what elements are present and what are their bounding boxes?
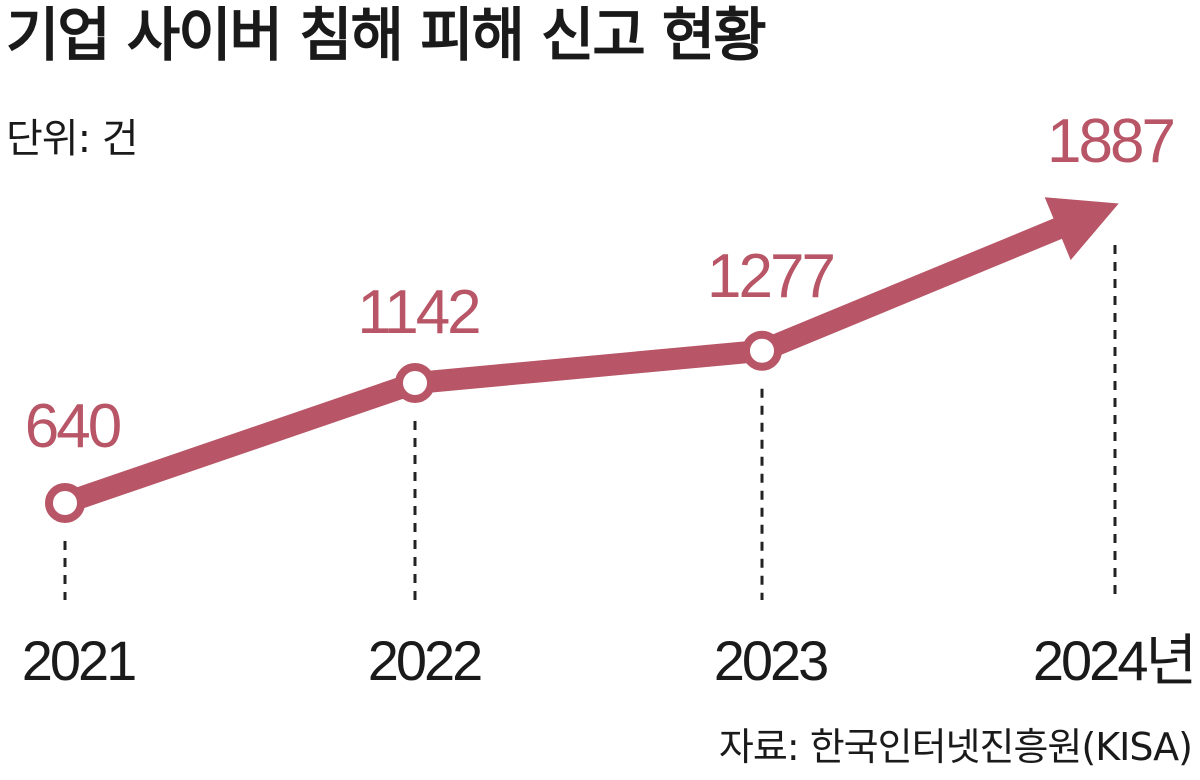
data-point-marker [395,363,435,404]
data-point-marker [45,483,85,523]
series-arrowhead [1044,197,1119,261]
data-label: 1142 [357,278,479,347]
source-note: 자료: 한국인터넷진흥원(KISA) [718,725,1193,769]
data-label: 640 [25,392,121,461]
x-tick-label: 2022 [368,629,481,692]
series-line [61,214,1072,514]
data-label: 1887 [1047,107,1173,176]
x-tick-label: 2023 [714,629,827,692]
data-label: 1277 [707,242,833,311]
x-tick-label: 2021 [22,629,135,692]
x-tick-label: 2024년 [1033,629,1194,692]
data-point-marker [742,330,782,371]
chart-title: 기업 사이버 침해 피해 신고 현황 [6,1,767,69]
unit-label: 단위: 건 [6,116,139,162]
